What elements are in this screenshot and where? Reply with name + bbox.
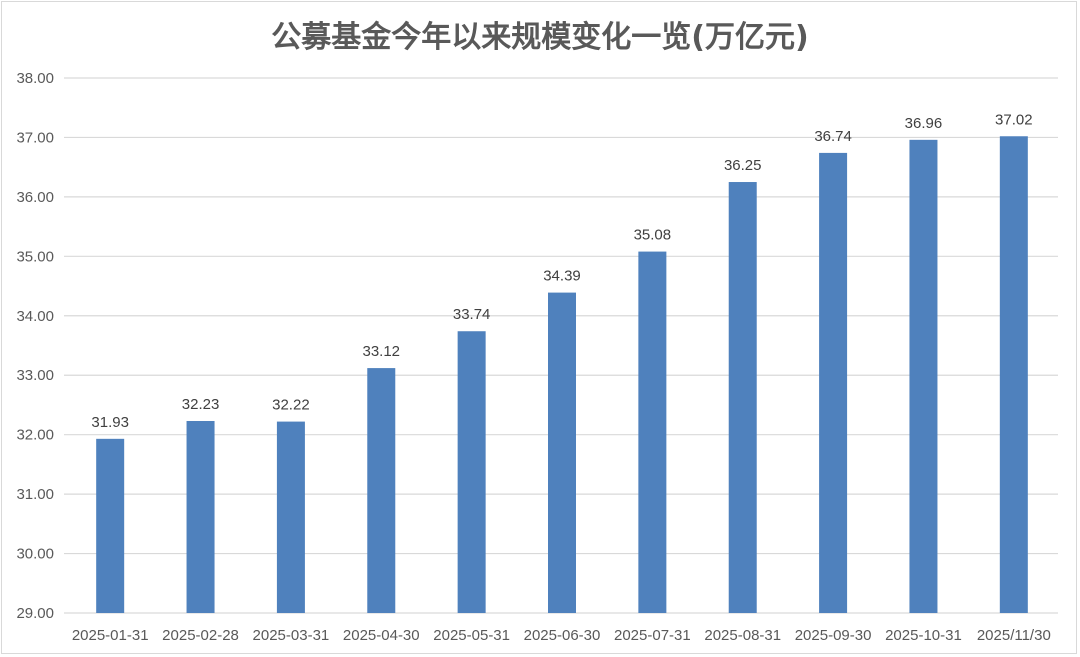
data-label: 35.08 <box>634 227 672 244</box>
bar <box>367 368 396 613</box>
x-tick-label: 2025-03-31 <box>253 627 330 644</box>
y-tick-label: 33.00 <box>16 367 54 384</box>
y-tick-label: 31.00 <box>16 486 54 503</box>
y-tick-label: 37.00 <box>16 129 54 146</box>
data-label: 33.74 <box>453 306 491 323</box>
data-label: 36.74 <box>814 128 852 145</box>
data-label: 31.93 <box>91 414 129 431</box>
bar <box>96 438 125 613</box>
data-label: 32.22 <box>272 397 310 414</box>
x-tick-label: 2025-01-31 <box>72 627 149 644</box>
x-tick-label: 2025-04-30 <box>343 627 420 644</box>
data-label: 37.02 <box>995 111 1033 128</box>
data-label: 36.25 <box>724 157 762 174</box>
x-tick-label: 2025-08-31 <box>704 627 781 644</box>
bar <box>909 139 938 614</box>
bar <box>276 421 305 613</box>
y-tick-label: 34.00 <box>16 308 54 325</box>
y-tick-label: 35.00 <box>16 248 54 265</box>
x-tick-label: 2025-10-31 <box>885 627 962 644</box>
bar <box>186 420 215 613</box>
y-tick-label: 30.00 <box>16 546 54 563</box>
data-label: 32.23 <box>182 396 220 413</box>
x-tick-label: 2025-07-31 <box>614 627 691 644</box>
bar <box>819 152 848 613</box>
data-label: 34.39 <box>543 268 581 285</box>
x-tick-label: 2025-09-30 <box>795 627 872 644</box>
chart-title: 公募基金今年以来规模变化一览(万亿元) <box>271 20 808 55</box>
y-tick-label: 38.00 <box>16 70 54 87</box>
y-tick-label: 29.00 <box>16 605 54 622</box>
bar <box>728 182 757 613</box>
data-label: 33.12 <box>362 343 400 360</box>
x-tick-label: 2025-06-30 <box>524 627 601 644</box>
x-tick-label: 2025/11/30 <box>977 627 1051 644</box>
bar <box>638 251 667 614</box>
y-tick-label: 32.00 <box>16 427 54 444</box>
bar <box>548 292 576 613</box>
x-tick-label: 2025-05-31 <box>433 627 510 644</box>
x-tick-label: 2025-02-28 <box>162 627 239 644</box>
bar <box>999 136 1028 613</box>
data-label: 36.96 <box>905 115 943 132</box>
bar <box>457 331 486 613</box>
y-tick-label: 36.00 <box>16 189 54 206</box>
